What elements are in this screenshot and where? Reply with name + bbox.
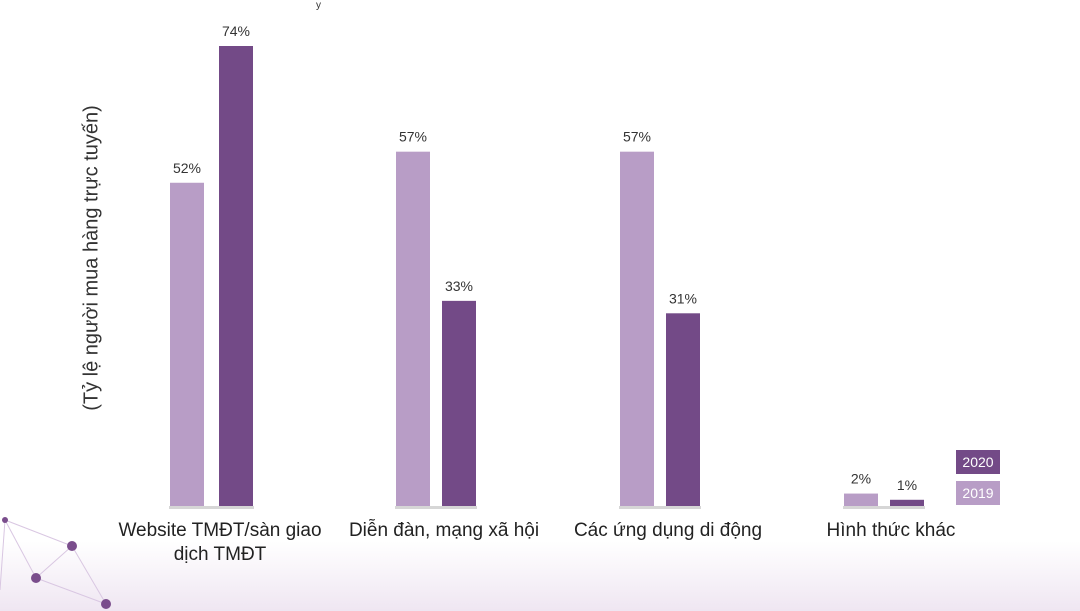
category-label-website: Website TMĐT/sàn giao dịch TMĐT xyxy=(100,519,340,567)
bar-2019-mobile-apps xyxy=(620,151,654,507)
bar-2020-website xyxy=(219,46,253,506)
bar-2019-forum xyxy=(396,151,430,507)
data-label-2020-other: 1% xyxy=(897,477,917,493)
category-label-forum-line1: Diễn đàn, mạng xã hội xyxy=(348,520,540,541)
category-label-website-line2: dịch TMĐT xyxy=(173,544,267,565)
data-label-2019-mobile-apps: 57% xyxy=(623,129,651,145)
top-clipped-text: y xyxy=(316,0,321,11)
data-label-2020-website: 74% xyxy=(222,23,250,39)
network-decoration-icon xyxy=(0,517,111,609)
category-label-website-line1: Website TMĐT/sàn giao xyxy=(118,520,322,541)
bar-2020-other xyxy=(890,499,924,506)
legend-item-2020: 2020 xyxy=(956,450,1000,474)
data-label-2019-forum: 57% xyxy=(399,129,427,145)
bar-2019-website xyxy=(170,182,204,506)
bar-2020-forum xyxy=(442,300,476,506)
bottom-gradient-band xyxy=(0,541,1080,611)
bar-2019-other xyxy=(844,493,878,506)
data-label-2020-mobile-apps: 31% xyxy=(669,290,697,306)
legend-item-2019: 2019 xyxy=(956,481,1000,505)
baseline-other xyxy=(843,506,925,509)
baseline-forum xyxy=(395,506,477,509)
data-label-2020-forum: 33% xyxy=(445,278,473,294)
baseline-website xyxy=(169,506,254,509)
category-label-mobile-apps: Các ứng dụng di động xyxy=(548,519,788,543)
bar-2020-mobile-apps xyxy=(666,313,700,506)
data-label-2019-other: 2% xyxy=(851,471,871,487)
category-label-other: Hình thức khác xyxy=(771,519,1011,543)
data-label-2019-website: 52% xyxy=(173,160,201,176)
baseline-mobile-apps xyxy=(619,506,701,509)
y-axis-label: (Tỷ lệ người mua hàng trực tuyến) xyxy=(80,105,103,411)
category-label-mobile-apps-line1: Các ứng dụng di động xyxy=(573,520,763,541)
category-label-other-line1: Hình thức khác xyxy=(826,520,956,541)
category-label-forum: Diễn đàn, mạng xã hội xyxy=(324,519,564,543)
